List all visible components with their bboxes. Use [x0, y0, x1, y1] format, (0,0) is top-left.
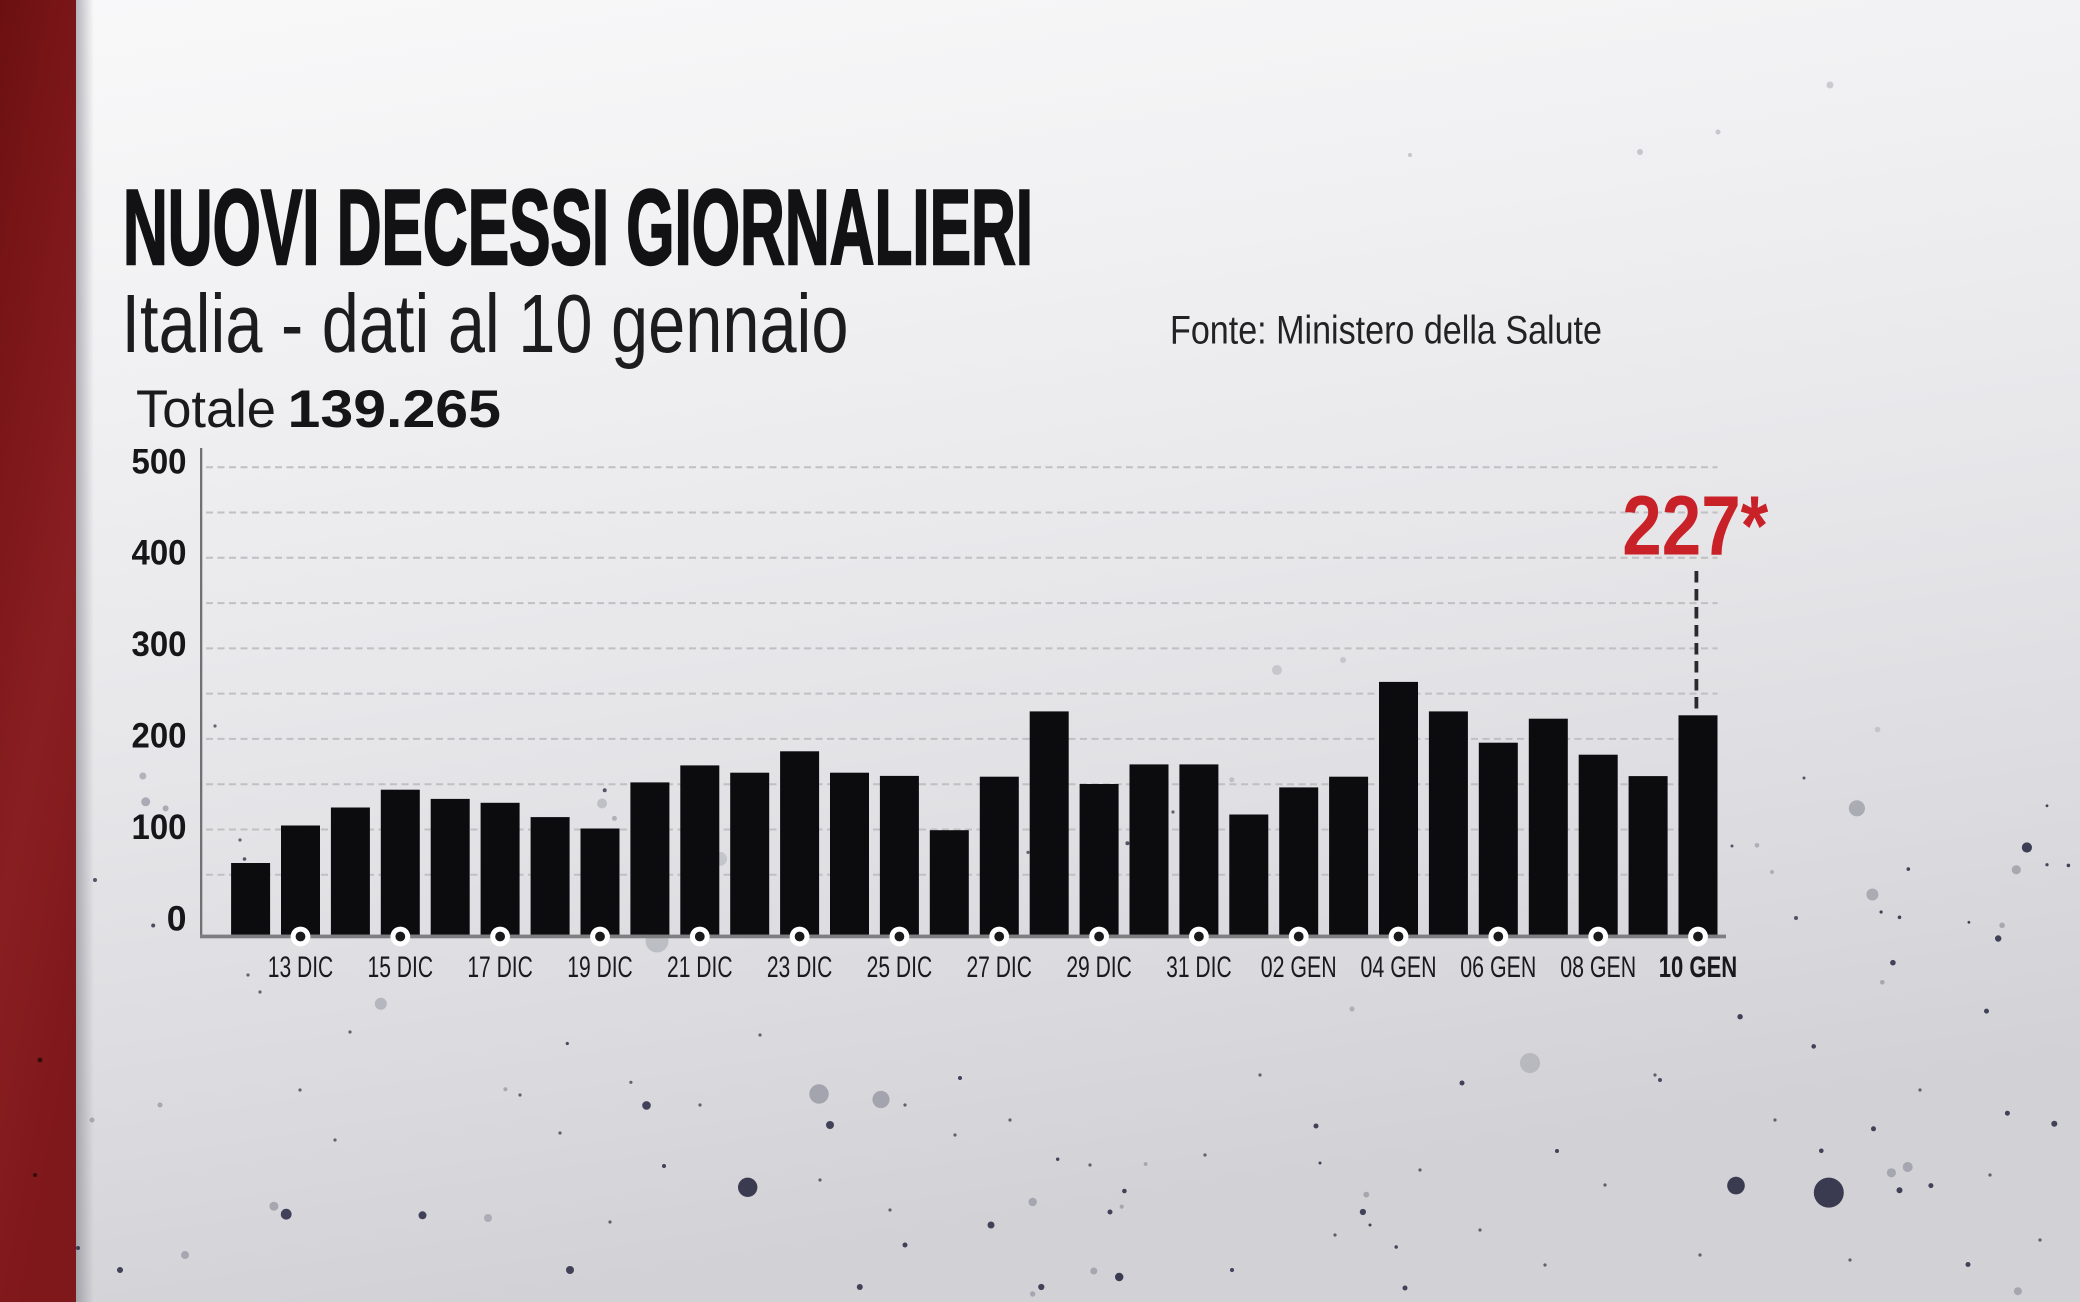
svg-text:500: 500 — [132, 441, 187, 481]
svg-text:0: 0 — [167, 899, 187, 939]
svg-text:100: 100 — [132, 807, 187, 847]
svg-text:13 DIC: 13 DIC — [268, 951, 334, 984]
svg-text:23 DIC: 23 DIC — [767, 951, 833, 984]
svg-text:27 DIC: 27 DIC — [966, 951, 1032, 984]
svg-text:06 GEN: 06 GEN — [1460, 951, 1536, 984]
svg-text:17 DIC: 17 DIC — [467, 951, 533, 984]
svg-text:02 GEN: 02 GEN — [1261, 951, 1337, 984]
svg-text:25 DIC: 25 DIC — [867, 951, 933, 984]
svg-text:300: 300 — [132, 624, 187, 664]
svg-text:200: 200 — [132, 716, 187, 756]
svg-text:19 DIC: 19 DIC — [567, 951, 633, 984]
svg-text:10 GEN: 10 GEN — [1659, 951, 1738, 984]
svg-text:31 DIC: 31 DIC — [1166, 951, 1232, 984]
svg-text:NUOVI DECESSI GIORNALIERI: NUOVI DECESSI GIORNALIERI — [123, 167, 1033, 287]
svg-text:08 GEN: 08 GEN — [1560, 951, 1636, 984]
svg-text:04 GEN: 04 GEN — [1361, 951, 1437, 984]
svg-text:Italia - dati al 10 gennaio: Italia - dati al 10 gennaio — [122, 278, 849, 370]
svg-text:Fonte: Ministero della Salute: Fonte: Ministero della Salute — [1170, 309, 1602, 353]
svg-text:21 DIC: 21 DIC — [667, 951, 733, 984]
svg-text:29 DIC: 29 DIC — [1066, 951, 1132, 984]
svg-text:139.265: 139.265 — [288, 381, 502, 439]
svg-text:Totale: Totale — [136, 381, 276, 439]
svg-text:227*: 227* — [1622, 479, 1768, 573]
svg-text:15 DIC: 15 DIC — [368, 951, 434, 984]
svg-text:400: 400 — [132, 533, 187, 573]
